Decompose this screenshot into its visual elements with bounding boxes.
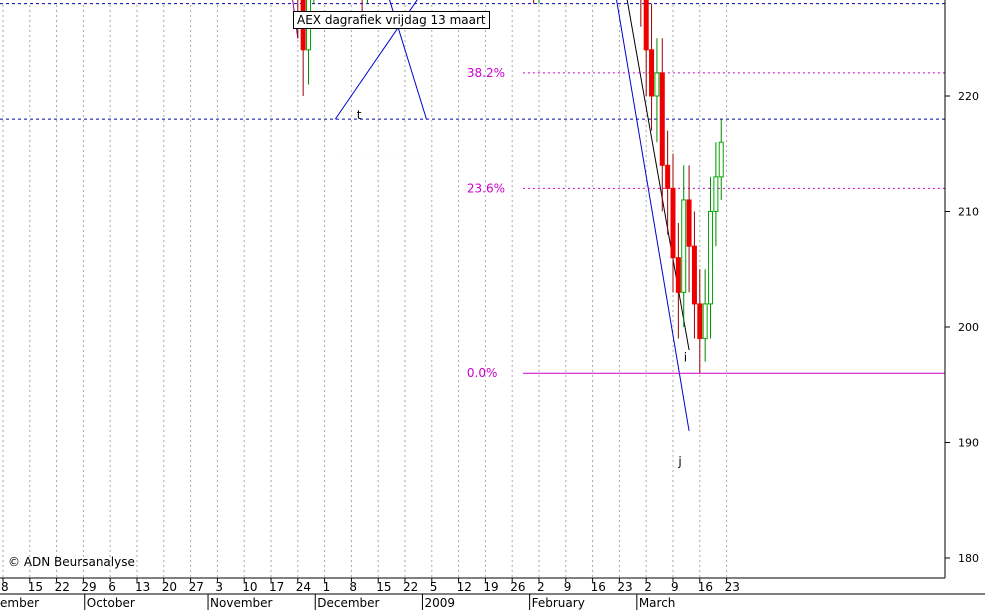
candle-body <box>681 199 687 293</box>
x-tick-label: 23 <box>617 580 632 594</box>
candle-body <box>654 72 660 97</box>
x-tick-label: 26 <box>510 580 525 594</box>
copyright-label: © ADN Beursanalyse <box>8 555 135 569</box>
candle-body <box>643 0 649 51</box>
candle-body <box>665 164 671 189</box>
fib-level-label: 38.2% <box>467 66 505 80</box>
x-tick-label: 16 <box>698 580 713 594</box>
x-tick-label: 24 <box>296 580 311 594</box>
downtrend-line <box>292 0 299 39</box>
month-label: October <box>87 596 135 610</box>
x-tick-label: 13 <box>135 580 150 594</box>
x-tick-label: 17 <box>269 580 284 594</box>
pattern-annotation: i <box>684 351 687 365</box>
x-tick-label: 15 <box>28 580 43 594</box>
x-tick-label: 5 <box>430 580 438 594</box>
x-tick-label: 16 <box>591 580 606 594</box>
x-tick-label: 8 <box>349 580 357 594</box>
y-tick-label: 210 <box>958 206 979 219</box>
y-tick-label: 200 <box>958 321 979 334</box>
candle-body <box>675 257 681 293</box>
x-tick-label: 10 <box>242 580 257 594</box>
x-tick-label: 8 <box>1 580 9 594</box>
chart-labels: 100.0%61.8%50.0%38.2%23.6%0.0%SHSestji <box>357 66 687 469</box>
month-label: March <box>639 596 676 610</box>
x-tick-label: 12 <box>457 580 472 594</box>
x-tick-label: 22 <box>403 580 418 594</box>
pattern-annotation: j <box>677 455 681 469</box>
month-label: 2009 <box>424 596 455 610</box>
candle-body <box>659 72 665 166</box>
descending-channel-lower <box>616 0 690 432</box>
candle-body <box>686 199 692 247</box>
y-tick-label: 180 <box>958 552 979 565</box>
fib-level-label: 0.0% <box>467 366 498 380</box>
candle-body <box>718 141 724 178</box>
candle-body <box>691 245 697 305</box>
x-tick-label: 19 <box>483 580 498 594</box>
candle-body <box>670 187 676 259</box>
x-tick-label: 1 <box>323 580 331 594</box>
y-tick-label: 220 <box>958 90 979 103</box>
x-tick-label: 9 <box>564 580 572 594</box>
candle-body <box>649 49 655 97</box>
x-tick-label: 20 <box>162 580 177 594</box>
candle-body <box>708 211 714 305</box>
x-tick-label: 27 <box>189 580 204 594</box>
pattern-annotation: t <box>357 108 362 122</box>
neckline-left <box>389 0 427 120</box>
x-tick-label: 3 <box>215 580 223 594</box>
candle-body <box>697 303 703 340</box>
x-tick-label: 23 <box>725 580 740 594</box>
month-label: November <box>210 596 272 610</box>
x-tick-label: 29 <box>81 580 96 594</box>
candle-body <box>702 303 708 340</box>
x-tick-label: 22 <box>55 580 70 594</box>
x-tick-label: 15 <box>376 580 391 594</box>
grid <box>2 5 728 578</box>
month-label: ember <box>0 596 39 610</box>
x-tick-label: 6 <box>108 580 116 594</box>
chart-title: AEX dagrafiek vrijdag 13 maart <box>293 11 490 29</box>
month-label: December <box>317 596 379 610</box>
y-tick-label: 190 <box>958 437 979 450</box>
candle-body <box>713 176 719 213</box>
fib-level-label: 23.6% <box>467 181 505 195</box>
candlesticks <box>297 0 724 374</box>
month-label: February <box>532 596 585 610</box>
x-tick-label: 2 <box>644 580 652 594</box>
x-tick-label: 9 <box>671 580 679 594</box>
x-tick-label: 2 <box>537 580 545 594</box>
